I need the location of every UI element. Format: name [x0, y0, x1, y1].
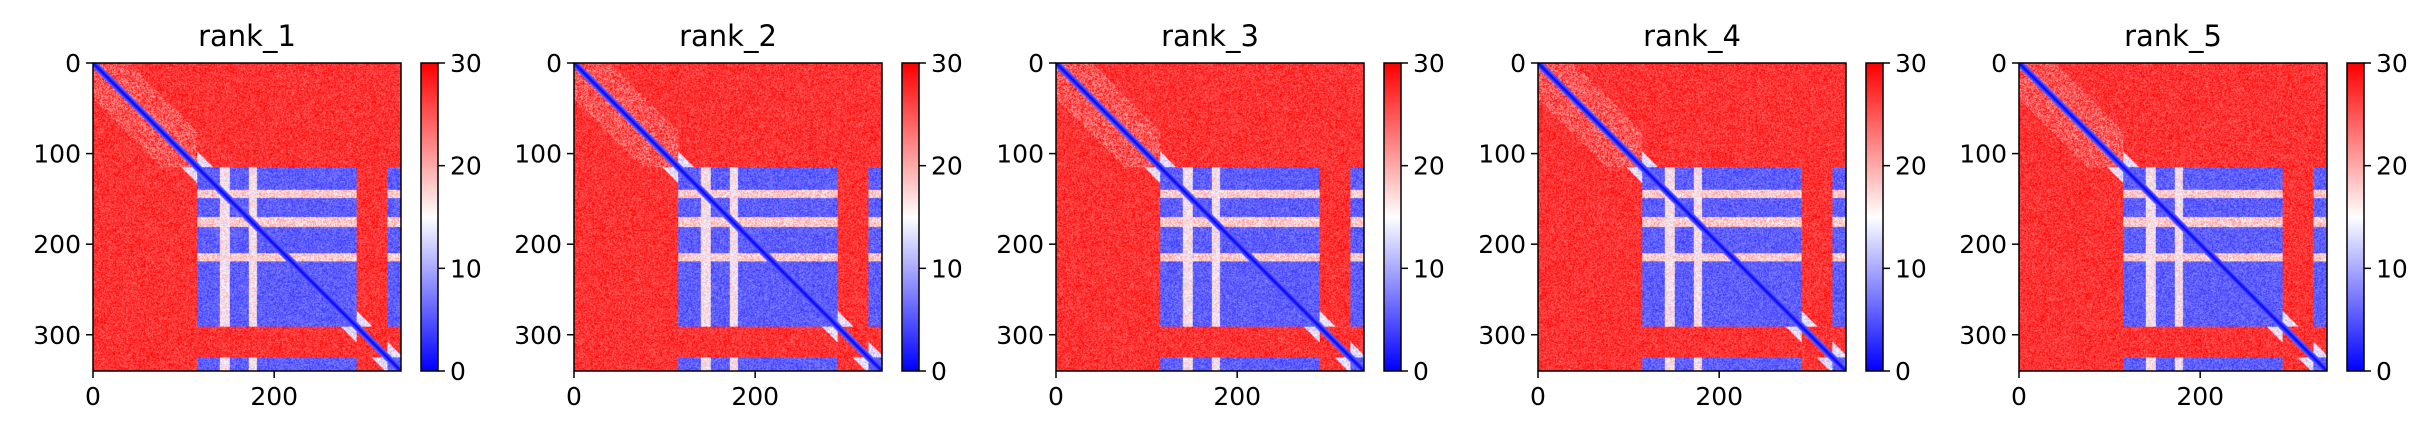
colorbar-tick-label: 0 — [450, 357, 466, 386]
colorbar-tick-label: 10 — [1413, 254, 1445, 283]
y-tick-label: 0 — [1991, 49, 2007, 78]
heatmap-panel-2: rank_2 0 200 0 100 200 300 0 10 20 30 — [514, 19, 963, 411]
x-tick-label: 200 — [1695, 382, 1743, 411]
colorbar-tick-label: 20 — [450, 152, 482, 181]
x-tick-label: 0 — [1048, 382, 1064, 411]
colorbar-tick-label: 10 — [2376, 254, 2408, 283]
axes-frame — [2018, 62, 2328, 372]
x-tick-label: 200 — [1213, 382, 1261, 411]
axes-frame — [92, 62, 402, 372]
y-tick-label: 300 — [1959, 321, 2007, 350]
y-tick-label: 0 — [1028, 49, 1044, 78]
colorbar-frame — [1865, 62, 1884, 372]
x-tick-label: 200 — [731, 382, 779, 411]
colorbar-tick-label: 30 — [450, 49, 482, 78]
colorbar-tick-label: 0 — [2376, 357, 2392, 386]
colorbar-gradient — [421, 63, 438, 371]
x-tick-label: 0 — [85, 382, 101, 411]
y-tick-label: 300 — [1478, 321, 1526, 350]
colorbar-tick-label: 20 — [1413, 152, 1445, 181]
colorbar-tick-label: 20 — [2376, 152, 2408, 181]
y-tick-label: 200 — [1959, 230, 2007, 259]
x-tick-label: 0 — [566, 382, 582, 411]
y-tick-label: 200 — [996, 230, 1044, 259]
chart-title: rank_3 — [1161, 19, 1259, 53]
heatmap-image — [2019, 63, 2327, 371]
y-tick-label: 100 — [1478, 140, 1526, 169]
colorbar-gradient — [1384, 63, 1401, 371]
y-tick-label: 0 — [65, 49, 81, 78]
heatmap-image — [1056, 63, 1364, 371]
colorbar-tick-label: 20 — [1895, 152, 1927, 181]
y-tick-label: 100 — [33, 140, 81, 169]
axes-frame — [573, 62, 883, 372]
colorbar-gradient — [902, 63, 919, 371]
x-tick-label: 0 — [2011, 382, 2027, 411]
colorbar-frame — [901, 62, 920, 372]
x-tick-label: 200 — [250, 382, 298, 411]
colorbar-gradient — [1866, 63, 1883, 371]
heatmap-panel-1: rank_1 0 200 0 100 200 300 0 10 20 30 — [33, 19, 482, 411]
y-tick-label: 0 — [1510, 49, 1526, 78]
colorbar-tick-label: 30 — [1895, 49, 1927, 78]
y-tick-label: 100 — [514, 140, 562, 169]
colorbar-tick-label: 0 — [1413, 357, 1429, 386]
y-tick-label: 100 — [996, 140, 1044, 169]
heatmap-image — [574, 63, 882, 371]
y-tick-label: 300 — [514, 321, 562, 350]
y-tick-label: 100 — [1959, 140, 2007, 169]
chart-title: rank_5 — [2124, 19, 2222, 53]
colorbar-tick-label: 0 — [931, 357, 947, 386]
colorbar-tick-label: 30 — [2376, 49, 2408, 78]
colorbar-tick-label: 10 — [1895, 254, 1927, 283]
colorbar-frame — [1383, 62, 1402, 372]
chart-title: rank_2 — [679, 19, 777, 53]
colorbar-frame — [2346, 62, 2365, 372]
y-tick-label: 0 — [546, 49, 562, 78]
colorbar-tick-label: 30 — [1413, 49, 1445, 78]
y-tick-label: 200 — [33, 230, 81, 259]
chart-title: rank_1 — [198, 19, 296, 53]
y-tick-label: 300 — [996, 321, 1044, 350]
colorbar-tick-label: 30 — [931, 49, 963, 78]
colorbar-tick-label: 10 — [450, 254, 482, 283]
x-tick-label: 200 — [2176, 382, 2224, 411]
colorbar-frame — [420, 62, 439, 372]
heatmap-panel-5: rank_5 0 200 0 100 200 300 0 10 20 30 — [1959, 19, 2408, 411]
colorbar-gradient — [2347, 63, 2364, 371]
y-tick-label: 200 — [514, 230, 562, 259]
heatmap-image — [93, 63, 401, 371]
colorbar-tick-label: 20 — [931, 152, 963, 181]
heatmap-panel-3: rank_3 0 200 0 100 200 300 0 10 20 30 — [996, 19, 1445, 411]
x-tick-label: 0 — [1530, 382, 1546, 411]
colorbar-tick-label: 0 — [1895, 357, 1911, 386]
y-tick-label: 300 — [33, 321, 81, 350]
heatmap-image — [1538, 63, 1846, 371]
chart-title: rank_4 — [1643, 19, 1741, 53]
axes-frame — [1055, 62, 1365, 372]
axes-frame — [1537, 62, 1847, 372]
colorbar-tick-label: 10 — [931, 254, 963, 283]
y-tick-label: 200 — [1478, 230, 1526, 259]
heatmap-panel-4: rank_4 0 200 0 100 200 300 0 10 20 30 — [1478, 19, 1927, 411]
